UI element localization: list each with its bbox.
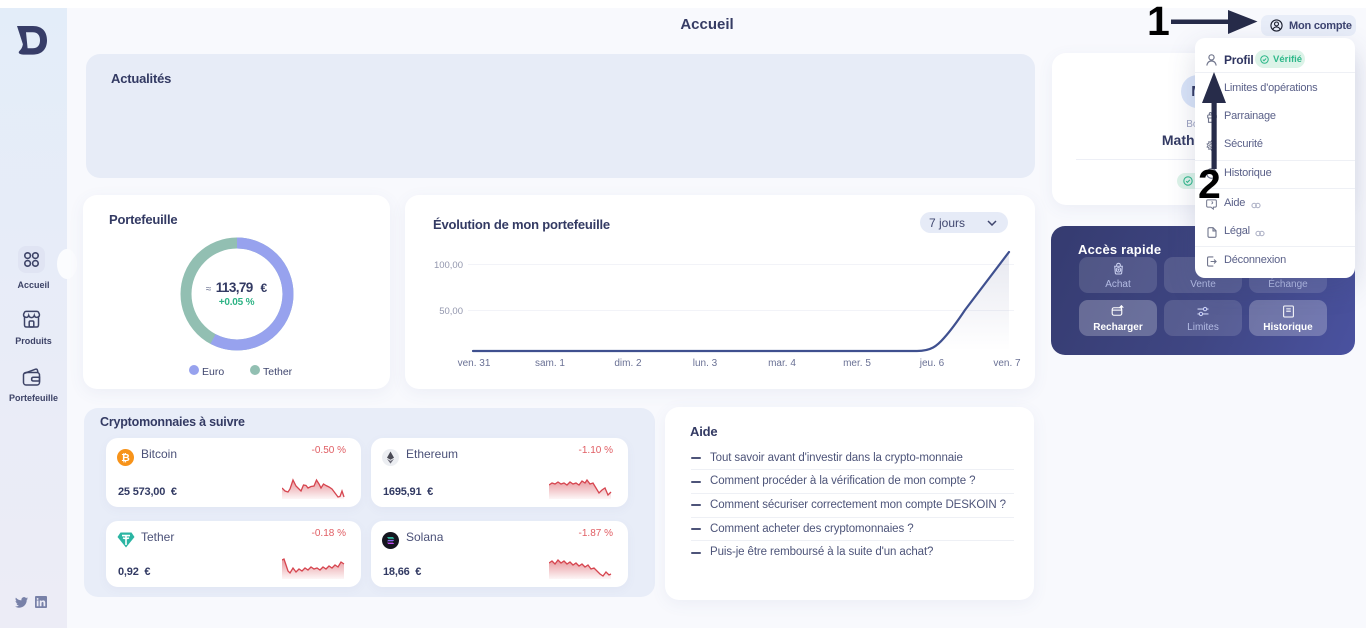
svg-text:₿: ₿: [121, 452, 130, 464]
